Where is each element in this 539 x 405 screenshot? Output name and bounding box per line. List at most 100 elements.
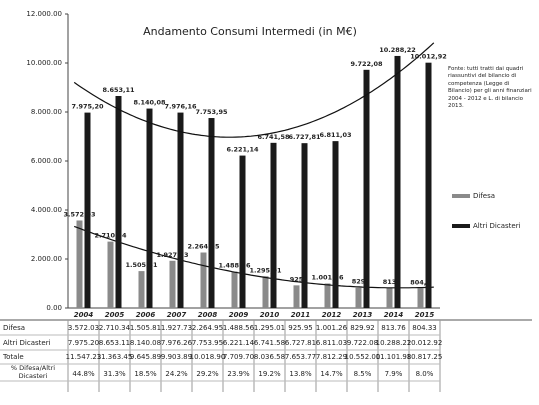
value-label: 804,3 bbox=[410, 278, 431, 286]
table-cell: 8.036.58 bbox=[254, 353, 285, 361]
table-cell: 1.927.73 bbox=[161, 324, 192, 332]
y-tick-label: 12.000.00 bbox=[26, 10, 62, 18]
table-cell: 1.001.26 bbox=[316, 324, 348, 332]
bar bbox=[301, 143, 308, 308]
x-tick-label: 2005 bbox=[105, 311, 125, 319]
value-label: 6.811,03 bbox=[319, 131, 351, 139]
value-label: 1.505,81 bbox=[125, 261, 158, 269]
table-cell: 14.7% bbox=[320, 370, 343, 378]
table-cell: 8.653.11 bbox=[99, 339, 130, 347]
table-cell: 10.018.90 bbox=[190, 353, 226, 361]
table-cell: 10.288.22 bbox=[376, 339, 412, 347]
value-label: 6.221,14 bbox=[226, 146, 259, 154]
value-label: 7.976,16 bbox=[164, 103, 197, 111]
table-cell: 29.2% bbox=[196, 370, 219, 378]
value-label: 829 bbox=[352, 278, 366, 286]
table-cell: 7.9% bbox=[385, 370, 403, 378]
value-label: 1.488,56 bbox=[218, 262, 251, 270]
bar bbox=[239, 155, 246, 308]
table-cell: 7.653.77 bbox=[285, 353, 316, 361]
value-label: 3.572,03 bbox=[63, 210, 95, 218]
row-label-box: % Difesa/Altri Dicasteri bbox=[10, 364, 56, 381]
table-cell: 813.76 bbox=[381, 324, 406, 332]
legend-swatch bbox=[452, 194, 470, 198]
row-label: Altri Dicasteri bbox=[3, 339, 51, 347]
table-cell: 1.505.81 bbox=[130, 324, 161, 332]
y-tick-label: 6.000.00 bbox=[31, 157, 62, 165]
bar bbox=[355, 287, 362, 308]
x-tick-label: 2015 bbox=[415, 311, 435, 319]
bar bbox=[208, 118, 215, 308]
value-label: 7.975,20 bbox=[71, 103, 104, 111]
value-label: 9.722,08 bbox=[350, 60, 383, 68]
x-tick-label: 2014 bbox=[384, 311, 404, 319]
value-label: 1.927,73 bbox=[156, 251, 188, 259]
bar bbox=[107, 241, 114, 308]
bar bbox=[394, 55, 401, 308]
table-cell: 10.552.00 bbox=[345, 353, 381, 361]
y-tick-label: 10.000.00 bbox=[26, 59, 62, 67]
bar bbox=[425, 62, 432, 309]
table-cell: 1.295.01 bbox=[254, 324, 285, 332]
value-label: 1.001,26 bbox=[311, 273, 344, 281]
row-label: Difesa bbox=[3, 324, 25, 332]
bar bbox=[200, 252, 207, 308]
trend-line bbox=[73, 42, 435, 138]
bar bbox=[324, 283, 331, 308]
legend-label: Difesa bbox=[473, 192, 495, 200]
table-cell: 19.2% bbox=[258, 370, 281, 378]
table-cell: 3.572.03 bbox=[68, 324, 99, 332]
bar bbox=[363, 69, 370, 308]
bar bbox=[270, 142, 277, 308]
table-cell: 10.817.25 bbox=[407, 353, 443, 361]
y-tick-label: 0.00 bbox=[46, 304, 62, 312]
x-tick-label: 2007 bbox=[167, 311, 187, 319]
bar bbox=[138, 271, 145, 308]
bar bbox=[146, 108, 153, 308]
table-cell: 13.8% bbox=[289, 370, 312, 378]
bar bbox=[177, 112, 184, 309]
table-cell: 9.645.89 bbox=[130, 353, 161, 361]
table-cell: 11.101.98 bbox=[376, 353, 412, 361]
y-tick-label: 8.000.00 bbox=[31, 108, 62, 116]
table-cell: 7.753.95 bbox=[192, 339, 223, 347]
bar bbox=[76, 220, 83, 308]
x-tick-label: 2010 bbox=[260, 311, 280, 319]
bar bbox=[115, 95, 122, 308]
chart-title: Andamento Consumi Intermedi (in M€) bbox=[143, 25, 357, 38]
bar bbox=[231, 271, 238, 308]
table-cell: 10.012.92 bbox=[407, 339, 443, 347]
value-label: 7.753,95 bbox=[195, 108, 228, 116]
y-tick-label: 2.000.00 bbox=[31, 255, 62, 263]
table-cell: 18.5% bbox=[134, 370, 157, 378]
value-label: 6.741,58 bbox=[257, 133, 290, 141]
table-cell: 7.975.20 bbox=[68, 339, 99, 347]
trend-line bbox=[73, 225, 434, 289]
table-cell: 8.0% bbox=[416, 370, 434, 378]
table-cell: 6.741.58 bbox=[254, 339, 285, 347]
value-label: 813 bbox=[383, 278, 397, 286]
table-cell: 24.2% bbox=[165, 370, 188, 378]
table-cell: 11.363.45 bbox=[97, 353, 133, 361]
note-box: Fonte: tutti tratti dai quadri riassunti… bbox=[448, 66, 532, 110]
bar bbox=[262, 276, 269, 308]
x-tick-label: 2009 bbox=[229, 311, 249, 319]
x-tick-label: 2008 bbox=[198, 311, 218, 319]
bar bbox=[386, 288, 393, 308]
legend-label: Altri Dicasteri bbox=[473, 222, 521, 230]
table-cell: 6.221.14 bbox=[223, 339, 255, 347]
x-tick-label: 2006 bbox=[136, 311, 156, 319]
value-label: 8.653,11 bbox=[102, 86, 135, 94]
note: Fonte: tutti tratti dai quadri riassunti… bbox=[448, 66, 532, 110]
table-cell: 2.264.95 bbox=[192, 324, 223, 332]
value-label: 10.012,92 bbox=[410, 53, 447, 61]
value-label: 1.295,01 bbox=[249, 266, 282, 274]
table-cell: 804.33 bbox=[412, 324, 437, 332]
table-cell: 7.812.29 bbox=[316, 353, 347, 361]
table-cell: 6.811.03 bbox=[316, 339, 347, 347]
legend-swatch bbox=[452, 224, 470, 228]
table-cell: 7.976.26 bbox=[161, 339, 193, 347]
row-label: % Difesa/Altri Dicasteri bbox=[10, 364, 56, 381]
table-cell: 44.8% bbox=[72, 370, 95, 378]
bar bbox=[84, 112, 91, 308]
